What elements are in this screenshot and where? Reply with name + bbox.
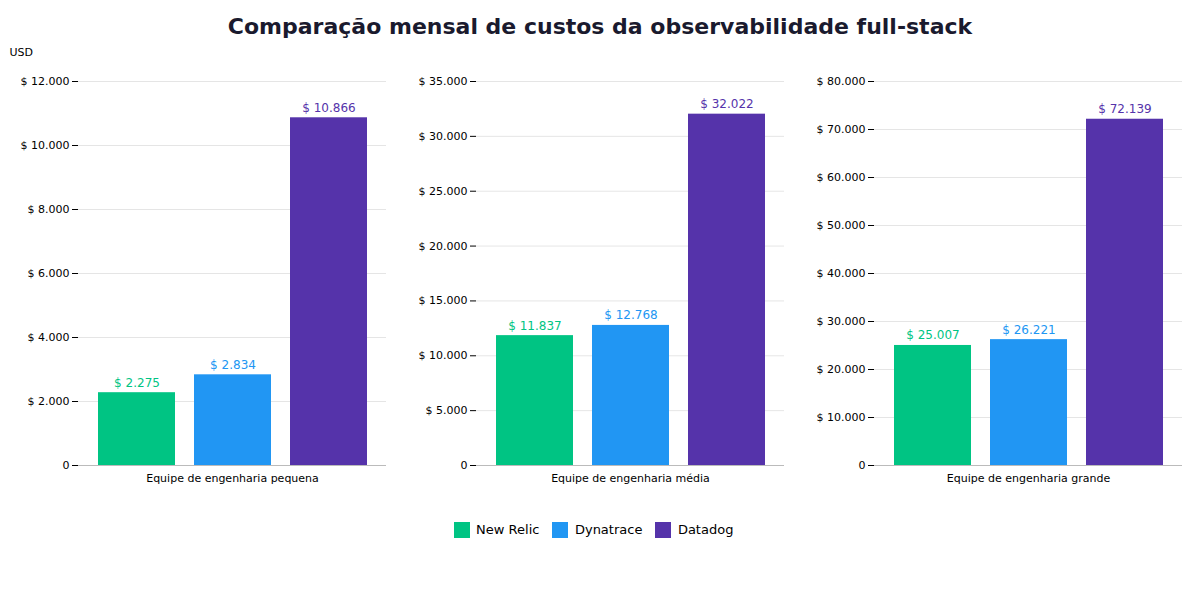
svg-text:Equipe de engenharia grande: Equipe de engenharia grande [947, 472, 1111, 485]
svg-text:Equipe de engenharia média: Equipe de engenharia média [551, 472, 710, 485]
svg-text:$ 30.000: $ 30.000 [419, 130, 468, 143]
html-text:New Relic: New Relic [476, 522, 540, 537]
svg-text:$ 70.000: $ 70.000 [817, 123, 866, 136]
svg-text:$ 8.000: $ 8.000 [28, 203, 70, 216]
svg-text:$ 50.000: $ 50.000 [817, 219, 866, 232]
svg-text:$ 12.768: $ 12.768 [604, 308, 657, 322]
svg-text:$ 12.000: $ 12.000 [21, 75, 70, 88]
html-text:Dynatrace: Dynatrace [574, 522, 643, 537]
svg-text:$ 25.000: $ 25.000 [419, 185, 468, 198]
svg-text:$ 10.000: $ 10.000 [817, 411, 866, 424]
svg-text:0: 0 [63, 459, 70, 472]
svg-text:$ 80.000: $ 80.000 [817, 75, 866, 88]
html-text:Datadog: Datadog [677, 522, 734, 537]
svg-text:Equipe de engenharia pequena: Equipe de engenharia pequena [146, 472, 319, 485]
svg-text:$ 10.000: $ 10.000 [21, 139, 70, 152]
svg-text:$ 6.000: $ 6.000 [28, 267, 70, 280]
svg-text:$ 2.275: $ 2.275 [114, 376, 160, 390]
svg-text:USD: USD [10, 46, 34, 59]
svg-text:$ 11.837: $ 11.837 [508, 319, 561, 333]
svg-text:$ 15.000: $ 15.000 [419, 294, 468, 307]
svg-text:$ 5.000: $ 5.000 [426, 404, 468, 417]
svg-text:$ 60.000: $ 60.000 [817, 171, 866, 184]
svg-text:$ 26.221: $ 26.221 [1002, 323, 1055, 337]
svg-text:$ 72.139: $ 72.139 [1098, 102, 1151, 116]
svg-text:$ 40.000: $ 40.000 [817, 267, 866, 280]
svg-text:0: 0 [859, 459, 866, 472]
svg-text:$ 20.000: $ 20.000 [419, 240, 468, 253]
svg-text:$ 30.000: $ 30.000 [817, 315, 866, 328]
svg-text:$ 35.000: $ 35.000 [419, 75, 468, 88]
svg-text:$ 32.022: $ 32.022 [700, 97, 753, 111]
svg-text:$ 20.000: $ 20.000 [817, 363, 866, 376]
svg-text:$ 4.000: $ 4.000 [28, 331, 70, 344]
svg-text:$ 10.000: $ 10.000 [419, 349, 468, 362]
svg-text:$ 25.007: $ 25.007 [906, 328, 959, 342]
svg-text:0: 0 [461, 459, 468, 472]
svg-text:$ 10.866: $ 10.866 [302, 101, 355, 115]
svg-text:$ 2.000: $ 2.000 [28, 395, 70, 408]
svg-text:$ 2.834: $ 2.834 [210, 358, 256, 372]
html-text:Comparação mensal de custos da: Comparação mensal de custos da observabi… [227, 14, 973, 39]
